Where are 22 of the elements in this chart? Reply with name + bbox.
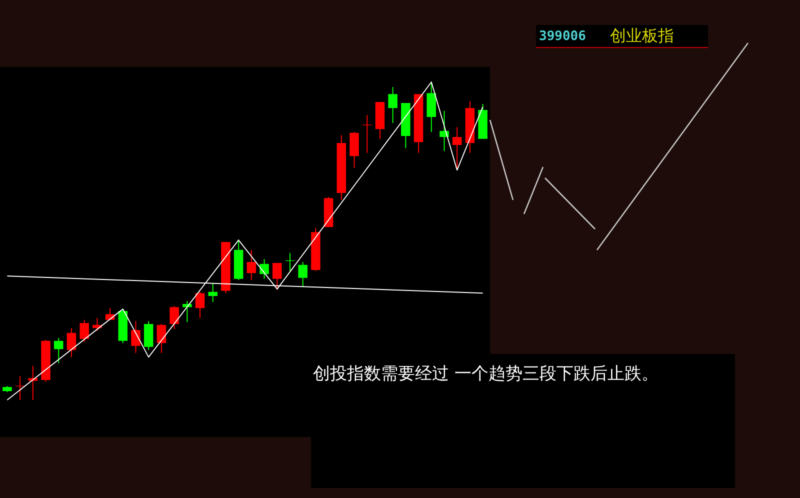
- candlestick: [350, 131, 359, 168]
- candlestick: [195, 291, 205, 318]
- candlestick: [54, 337, 64, 364]
- candlestick: [80, 319, 89, 343]
- candlestick: [452, 126, 462, 171]
- candlestick: [144, 320, 154, 351]
- candlestick: [15, 376, 25, 400]
- text: 创业板指: [610, 26, 674, 46]
- candlestick: [260, 258, 269, 280]
- candlestick: [298, 261, 308, 288]
- candlestick: [131, 320, 140, 354]
- text: 399006: [539, 28, 586, 44]
- candlestick: [170, 305, 179, 330]
- candlestick: [156, 324, 166, 354]
- candlestick: [246, 249, 256, 281]
- candlestick: [426, 82, 436, 132]
- text-panel: 创投指数需要经过 一个趋势三段下跌后止跌。: [311, 354, 735, 488]
- candlestick: [388, 86, 398, 124]
- candlestick: [440, 110, 449, 152]
- candlestick: [66, 328, 76, 358]
- candlestick: [208, 282, 218, 303]
- candlestick: [272, 262, 282, 290]
